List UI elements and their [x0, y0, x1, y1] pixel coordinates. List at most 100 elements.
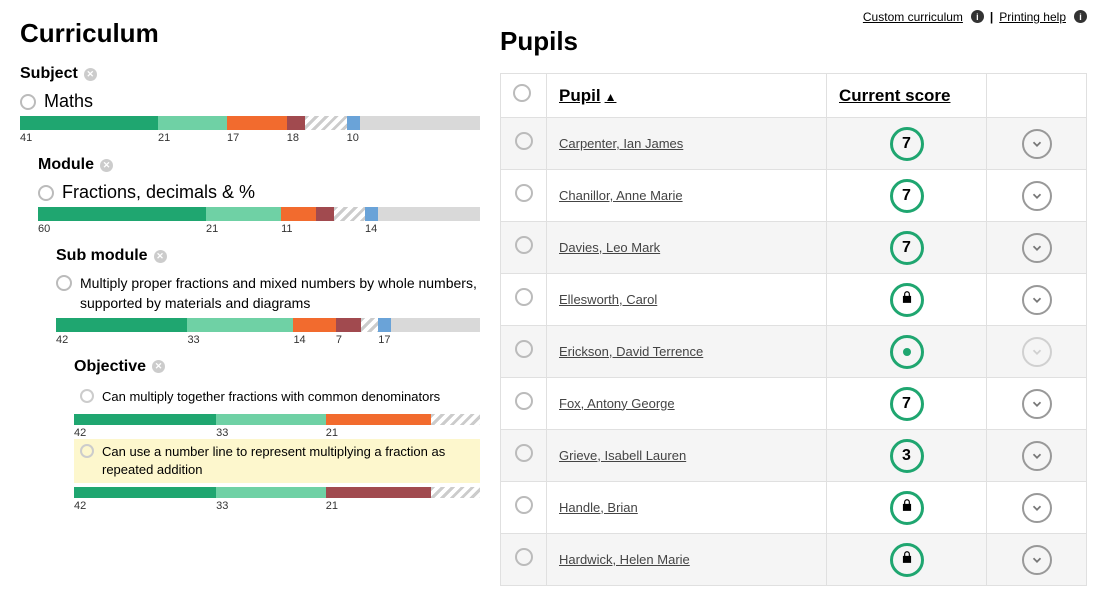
bar-label: 33	[187, 334, 293, 346]
expand-button[interactable]	[1022, 285, 1052, 315]
row-checkbox[interactable]	[515, 288, 533, 306]
expand-button[interactable]	[1022, 389, 1052, 419]
bar-label: 21	[326, 427, 432, 439]
expand-button[interactable]	[1022, 233, 1052, 263]
submodule-label: Multiply proper fractions and mixed numb…	[80, 273, 480, 314]
row-checkbox[interactable]	[515, 392, 533, 410]
row-checkbox[interactable]	[515, 340, 533, 358]
row-checkbox[interactable]	[515, 132, 533, 150]
bar-segment	[74, 414, 216, 425]
row-checkbox[interactable]	[515, 236, 533, 254]
score-ring: 7	[890, 231, 924, 265]
curriculum-title: Curriculum	[20, 18, 480, 49]
pupil-name-link[interactable]: Fox, Antony George	[547, 396, 675, 411]
pupil-name-link[interactable]: Hardwick, Helen Marie	[547, 552, 690, 567]
custom-curriculum-link[interactable]: Custom curriculum	[863, 10, 963, 24]
score-ring	[890, 335, 924, 369]
score-ring	[890, 543, 924, 577]
bar-segment	[281, 207, 316, 221]
bar-segment	[287, 116, 305, 130]
bar-segment	[378, 207, 480, 221]
bar-segment	[206, 207, 281, 221]
pupil-name-link[interactable]: Carpenter, Ian James	[547, 136, 683, 151]
close-icon[interactable]: ✕	[84, 68, 97, 81]
module-header: Module	[38, 156, 94, 174]
bar-label: 11	[281, 223, 316, 235]
row-checkbox[interactable]	[515, 184, 533, 202]
expand-button[interactable]	[1022, 181, 1052, 211]
table-row: Ellesworth, Carol	[501, 274, 1087, 326]
objective-header: Objective	[74, 358, 146, 376]
bar-segment	[38, 207, 206, 221]
bar-label	[360, 132, 480, 144]
bar-segment	[360, 116, 480, 130]
objective-radio[interactable]	[80, 444, 94, 458]
pupil-name-link[interactable]: Handle, Brian	[547, 500, 638, 515]
close-icon[interactable]: ✕	[152, 360, 165, 373]
printing-help-link[interactable]: Printing help	[999, 10, 1066, 24]
bar-segment	[326, 487, 432, 498]
dot-icon	[903, 348, 911, 356]
bar-segment	[334, 207, 365, 221]
row-checkbox[interactable]	[515, 496, 533, 514]
score-header[interactable]: Current score	[827, 74, 987, 118]
bar-segment	[431, 414, 480, 425]
bar-label: 21	[326, 500, 432, 512]
score-ring	[890, 491, 924, 525]
bar-label	[316, 223, 334, 235]
submodule-radio[interactable]	[56, 275, 72, 291]
expand-button[interactable]	[1022, 441, 1052, 471]
bar-label	[305, 132, 346, 144]
bar-segment	[227, 116, 287, 130]
info-icon[interactable]: i	[1074, 10, 1087, 23]
pupil-name-link[interactable]: Erickson, David Terrence	[547, 344, 703, 359]
module-bar: 60211114	[38, 207, 480, 235]
bar-segment	[20, 116, 158, 130]
pupil-name-link[interactable]: Chanillor, Anne Marie	[547, 188, 683, 203]
objective-item[interactable]: Can multiply together fractions with com…	[74, 384, 480, 410]
bar-segment	[56, 318, 187, 332]
select-all-checkbox[interactable]	[513, 84, 531, 102]
bar-segment	[216, 414, 326, 425]
subject-radio[interactable]	[20, 94, 36, 110]
expand-button[interactable]	[1022, 493, 1052, 523]
bar-label	[378, 223, 480, 235]
bar-segment	[336, 318, 361, 332]
pupils-panel: Custom curriculum i | Printing help i Pu…	[500, 18, 1087, 580]
expand-header	[987, 74, 1087, 118]
bar-segment	[293, 318, 335, 332]
table-row: Chanillor, Anne Marie7	[501, 170, 1087, 222]
bar-label: 21	[206, 223, 281, 235]
curriculum-panel: Curriculum Subject ✕ Maths 4121171810 Mo…	[20, 18, 500, 580]
bar-label: 33	[216, 427, 326, 439]
close-icon[interactable]: ✕	[100, 159, 113, 172]
row-checkbox[interactable]	[515, 444, 533, 462]
bar-segment	[378, 318, 391, 332]
pupil-name-link[interactable]: Ellesworth, Carol	[547, 292, 657, 307]
pupil-name-link[interactable]: Davies, Leo Mark	[547, 240, 660, 255]
module-radio[interactable]	[38, 185, 54, 201]
objective-item[interactable]: Can use a number line to represent multi…	[74, 439, 480, 483]
objective-radio[interactable]	[80, 389, 94, 403]
bar-label: 42	[74, 500, 216, 512]
lock-icon	[900, 498, 914, 517]
subject-block: Subject ✕ Maths 4121171810	[20, 65, 480, 144]
objective-label: Can multiply together fractions with com…	[102, 388, 440, 406]
bar-segment	[431, 487, 480, 498]
objective-bar: 423321	[74, 487, 480, 512]
info-icon[interactable]: i	[971, 10, 984, 23]
score-header-label: Current score	[839, 86, 950, 105]
pupil-name-link[interactable]: Grieve, Isabell Lauren	[547, 448, 686, 463]
objective-list: Can multiply together fractions with com…	[74, 384, 480, 513]
score-ring: 7	[890, 127, 924, 161]
close-icon[interactable]: ✕	[154, 250, 167, 263]
expand-button	[1022, 337, 1052, 367]
bar-segment	[74, 487, 216, 498]
expand-button[interactable]	[1022, 129, 1052, 159]
sort-asc-icon: ▲	[605, 90, 617, 104]
row-checkbox[interactable]	[515, 548, 533, 566]
bar-label: 18	[287, 132, 305, 144]
pupil-header[interactable]: Pupil▲	[547, 74, 827, 118]
bar-label: 41	[20, 132, 158, 144]
expand-button[interactable]	[1022, 545, 1052, 575]
